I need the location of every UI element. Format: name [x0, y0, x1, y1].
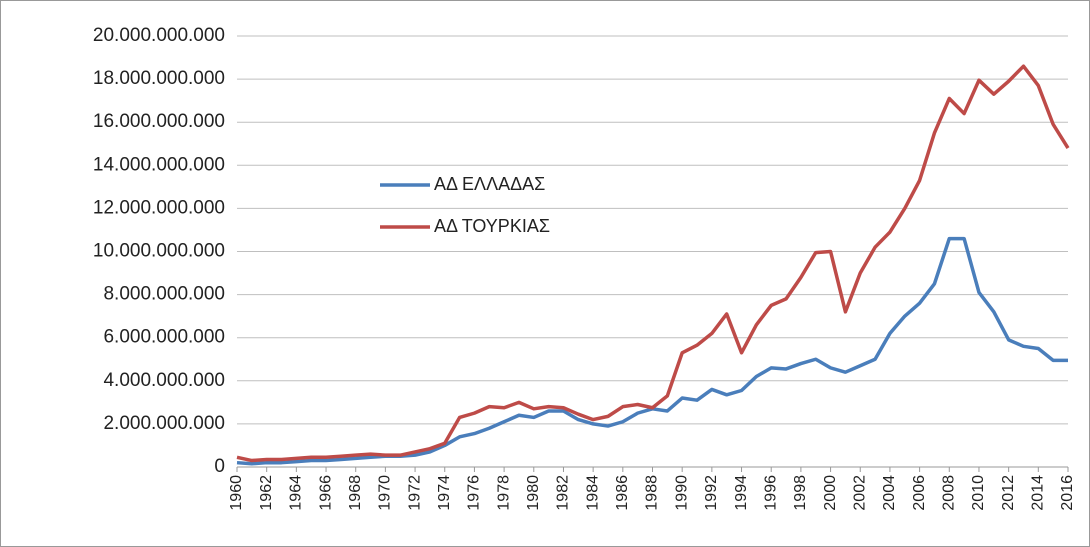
- x-tick-label: 1962: [258, 475, 275, 511]
- x-tick-label: 2000: [822, 475, 839, 511]
- x-tick-label: 1986: [614, 475, 631, 511]
- x-tick-label: 1964: [288, 475, 305, 511]
- x-tick-label: 2012: [1000, 475, 1017, 511]
- x-tick-label: 1970: [377, 475, 394, 511]
- x-tick-label: 1982: [555, 475, 572, 511]
- y-tick-label: 4.000.000.000: [103, 370, 225, 391]
- y-tick-label: 14.000.000.000: [93, 154, 225, 175]
- x-tick-label: 2008: [941, 475, 958, 511]
- x-tick-label: 1984: [584, 475, 601, 511]
- x-tick-label: 1998: [792, 475, 809, 511]
- x-tick-label: 1968: [347, 475, 364, 511]
- x-tick-label: 1974: [436, 475, 453, 511]
- y-tick-label: 8.000.000.000: [103, 284, 225, 305]
- x-tick-label: 2010: [970, 475, 987, 511]
- y-tick-label: 10.000.000.000: [93, 241, 225, 262]
- x-tick-label: 1972: [406, 475, 423, 511]
- x-tick-label: 1992: [703, 475, 720, 511]
- x-tick-label: 1966: [317, 475, 334, 511]
- x-tick-label: 1980: [525, 475, 542, 511]
- x-tick-label: 2004: [881, 475, 898, 511]
- x-tick-label: 2014: [1030, 475, 1047, 511]
- x-tick-label: 2006: [911, 475, 928, 511]
- x-tick-label: 2016: [1059, 475, 1076, 511]
- y-tick-label: 20.000.000.000: [93, 25, 225, 46]
- y-tick-label: 12.000.000.000: [93, 197, 225, 218]
- x-tick-label: 1990: [673, 475, 690, 511]
- x-tick-label: 2002: [851, 475, 868, 511]
- y-tick-label: 2.000.000.000: [103, 413, 225, 434]
- x-tick-label: 1994: [733, 475, 750, 511]
- x-tick-label: 1978: [495, 475, 512, 511]
- x-tick-label: 1996: [762, 475, 779, 511]
- legend-label: ΑΔ ΕΛΛΑΔΑΣ: [434, 174, 545, 194]
- x-tick-label: 1976: [466, 475, 483, 511]
- series-line: [236, 64, 1070, 463]
- y-tick-label: 6.000.000.000: [103, 327, 225, 348]
- legend-label: ΑΔ ΤΟΥΡΚΙΑΣ: [434, 216, 550, 236]
- y-tick-label: 0: [214, 456, 225, 477]
- y-tick-label: 16.000.000.000: [93, 111, 225, 132]
- x-tick-label: 1988: [644, 475, 661, 511]
- x-tick-label: 1960: [228, 475, 245, 511]
- y-tick-label: 18.000.000.000: [93, 68, 225, 89]
